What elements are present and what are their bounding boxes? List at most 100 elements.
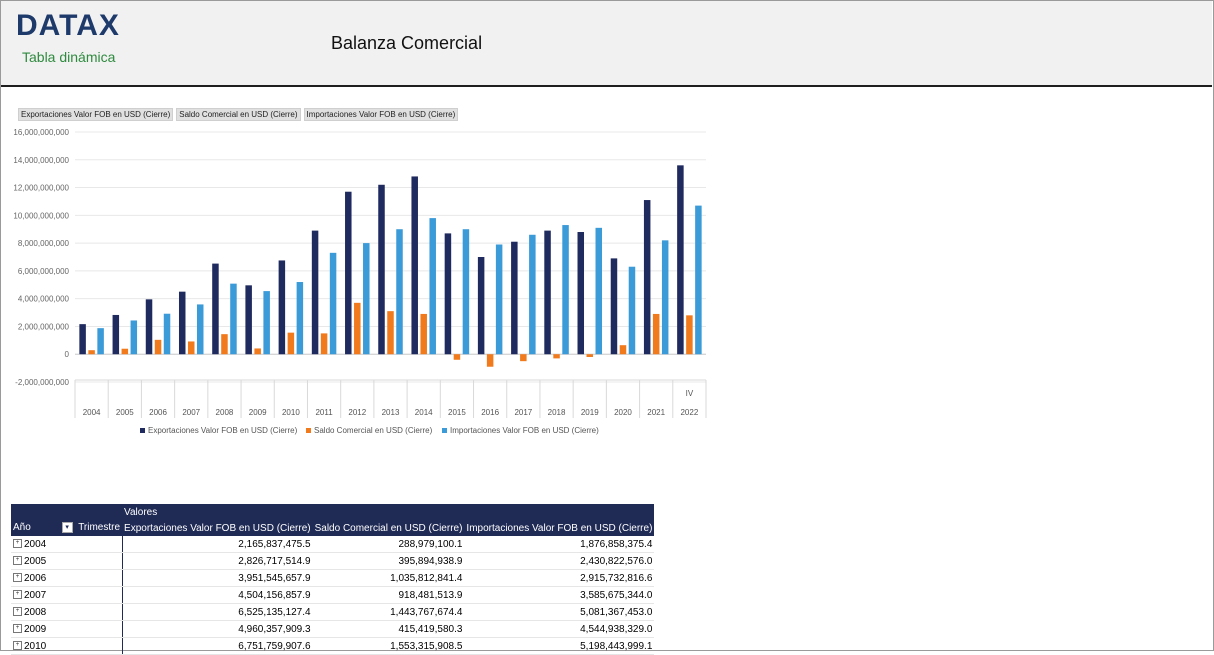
bar-saldo (320, 333, 328, 355)
bar-saldo (619, 345, 627, 355)
table-row: +2004 2,165,837,475.5 288,979,100.1 1,876,8… (11, 536, 655, 553)
cell-imp: 5,198,443,999.1 (464, 637, 655, 655)
x-tick-label: 2011 (315, 408, 333, 417)
bar-importaciones (695, 205, 702, 355)
bar-importaciones (562, 225, 569, 355)
cell-saldo: 395,894,938.9 (312, 552, 465, 570)
bar-saldo (420, 313, 427, 355)
bar-importaciones (296, 282, 304, 355)
pivot-values-label: Valores (122, 504, 655, 520)
expand-icon[interactable]: + (13, 556, 22, 566)
cell-exp: 2,826,717,514.9 (122, 552, 313, 570)
year-label: 2010 (24, 640, 47, 652)
x-tick-label: 2016 (481, 408, 499, 417)
row-year[interactable]: +2005 (11, 552, 123, 570)
bar-saldo (354, 302, 361, 355)
cell-exp: 3,951,545,657.9 (122, 569, 313, 587)
pivot-col-exportaciones: Exportaciones Valor FOB en USD (Cierre) (122, 520, 313, 536)
table-row: +2008 6,525,135,127.4 1,443,767,674.4 5,081… (11, 603, 655, 621)
bar-importaciones (529, 234, 536, 355)
cell-exp: 4,504,156,857.9 (122, 586, 313, 604)
expand-icon[interactable]: + (13, 641, 22, 651)
bar-saldo (686, 315, 693, 355)
y-tick-label: 12,000,000,000 (13, 184, 69, 193)
bar-saldo (553, 354, 560, 359)
row-year[interactable]: +2004 (11, 536, 123, 553)
y-tick-label: 4,000,000,000 (18, 295, 70, 304)
expand-icon[interactable]: + (13, 624, 22, 634)
pivot-col-saldo: Saldo Comercial en USD (Cierre) (312, 520, 465, 536)
year-label: 2007 (24, 589, 47, 601)
bar-exportaciones (577, 232, 585, 355)
expand-icon[interactable]: + (13, 607, 22, 617)
bar-importaciones (595, 227, 603, 355)
y-tick-label: 14,000,000,000 (13, 156, 69, 165)
field-button-saldo[interactable]: Saldo Comercial en USD (Cierre) (176, 108, 301, 121)
x-tick-label: 2004 (83, 408, 101, 417)
x-tick-label: 2008 (216, 408, 234, 417)
pivot-row-header: Año ▾ Trimestre (11, 520, 123, 536)
cell-imp: 2,915,732,816.6 (464, 569, 655, 587)
year-label: 2004 (24, 538, 47, 550)
x-tick-label: 2020 (614, 408, 632, 417)
bar-saldo (154, 339, 162, 355)
cell-saldo: 415,419,580.3 (312, 620, 465, 638)
bar-exportaciones (677, 165, 684, 355)
row-year[interactable]: +2010 (11, 637, 123, 655)
bar-importaciones (230, 283, 237, 355)
expand-icon[interactable]: + (13, 590, 22, 600)
bar-saldo (88, 350, 95, 355)
cell-saldo: 918,481,513.9 (312, 586, 465, 604)
bar-importaciones (130, 320, 138, 355)
cell-imp: 4,544,938,329.0 (464, 620, 655, 638)
quarter-sublabel: IV (686, 389, 694, 398)
x-tick-label: 2021 (647, 408, 665, 417)
field-button-importaciones[interactable]: Importaciones Valor FOB en USD (Cierre) (303, 108, 459, 121)
year-label: 2008 (24, 606, 47, 618)
bar-importaciones (363, 243, 370, 355)
bar-importaciones (429, 218, 436, 355)
x-tick-label: 2013 (382, 408, 400, 417)
bar-saldo (187, 341, 195, 355)
x-tick-label: 2006 (149, 408, 167, 417)
table-row: +2010 6,751,759,907.6 1,553,315,908.5 5,198… (11, 637, 655, 655)
x-tick-label: 2007 (182, 408, 200, 417)
y-tick-label: 2,000,000,000 (18, 322, 70, 331)
bar-saldo (486, 354, 494, 367)
row-year[interactable]: +2007 (11, 586, 123, 604)
cell-exp: 4,960,357,909.3 (122, 620, 313, 638)
field-button-exportaciones[interactable]: Exportaciones Valor FOB en USD (Cierre) (18, 108, 174, 121)
expand-icon[interactable]: + (13, 539, 22, 549)
legend-swatch (442, 428, 447, 433)
expand-icon[interactable]: + (13, 573, 22, 583)
bar-exportaciones (378, 184, 385, 355)
bar-exportaciones (444, 233, 452, 355)
bar-exportaciones (112, 314, 120, 355)
table-row: +2007 4,504,156,857.9 918,481,513.9 3,585,6… (11, 586, 655, 604)
bar-exportaciones (511, 241, 518, 355)
y-tick-label: -2,000,000,000 (15, 378, 69, 387)
bar-exportaciones (311, 230, 319, 355)
row-year[interactable]: +2006 (11, 569, 123, 587)
legend-swatch (140, 428, 145, 433)
y-tick-label: 0 (65, 350, 70, 359)
cell-exp: 6,751,759,907.6 (122, 637, 313, 655)
cell-saldo: 1,553,315,908.5 (312, 637, 465, 655)
row-year[interactable]: +2009 (11, 620, 123, 638)
pivot-body: +2004 2,165,837,475.5 288,979,100.1 1,876,8… (11, 536, 655, 655)
bar-importaciones (263, 291, 270, 355)
col-year-label: Año (13, 522, 31, 534)
bar-exportaciones (212, 263, 219, 355)
bar-importaciones (462, 229, 470, 355)
legend-label: Saldo Comercial en USD (Cierre) (314, 426, 433, 435)
filter-dropdown-icon[interactable]: ▾ (61, 522, 73, 534)
bar-exportaciones (178, 291, 186, 355)
x-tick-label: 2005 (116, 408, 134, 417)
pivot-col-importaciones: Importaciones Valor FOB en USD (Cierre) (464, 520, 655, 536)
legend-label: Exportaciones Valor FOB en USD (Cierre) (148, 426, 298, 435)
cell-imp: 1,876,858,375.4 (464, 536, 655, 553)
balanza-chart[interactable]: -2,000,000,000 0 2,000,000,000 4,000,000,00… (0, 120, 720, 450)
row-year[interactable]: +2008 (11, 603, 123, 621)
bar-saldo (287, 332, 295, 355)
bar-exportaciones (345, 191, 352, 355)
